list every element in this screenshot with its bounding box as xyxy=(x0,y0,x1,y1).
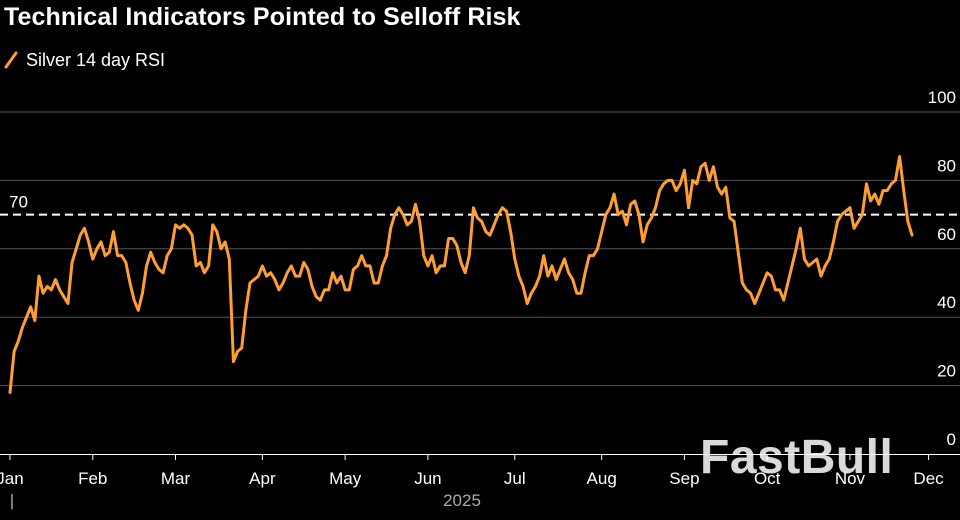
watermark-logo: FastBull xyxy=(700,431,894,484)
x-tick-label: Oct xyxy=(754,469,781,488)
x-tick-label: May xyxy=(329,469,362,488)
x-tick-label: Nov xyxy=(835,469,866,488)
year-marker: | xyxy=(10,491,14,510)
chart-title: Technical Indicators Pointed to Selloff … xyxy=(4,3,521,31)
legend-label: Silver 14 day RSI xyxy=(26,49,166,70)
x-tick-label: Jan xyxy=(0,469,24,488)
x-tick-label: Apr xyxy=(249,469,276,488)
year-label: 2025 xyxy=(443,491,481,510)
x-tick-label: Jul xyxy=(504,469,526,488)
y-tick-label: 60 xyxy=(937,225,956,244)
y-tick-label: 80 xyxy=(937,156,956,175)
x-tick-label: Aug xyxy=(587,469,617,488)
y-tick-label: 0 xyxy=(947,430,956,449)
y-tick-label: 40 xyxy=(937,293,956,312)
series-line-silver-rsi xyxy=(8,154,914,394)
y-tick-label: 20 xyxy=(937,362,956,381)
x-tick-label: Dec xyxy=(913,469,944,488)
x-tick-label: Feb xyxy=(78,469,107,488)
legend-swatch-icon xyxy=(4,51,18,69)
x-tick-label: Sep xyxy=(669,469,699,488)
x-tick-label: Mar xyxy=(161,469,191,488)
legend: Silver 14 day RSI xyxy=(4,49,165,71)
reference-line-label: 70 xyxy=(9,193,28,212)
x-tick-label: Jun xyxy=(414,469,441,488)
y-tick-label: 100 xyxy=(928,88,956,107)
